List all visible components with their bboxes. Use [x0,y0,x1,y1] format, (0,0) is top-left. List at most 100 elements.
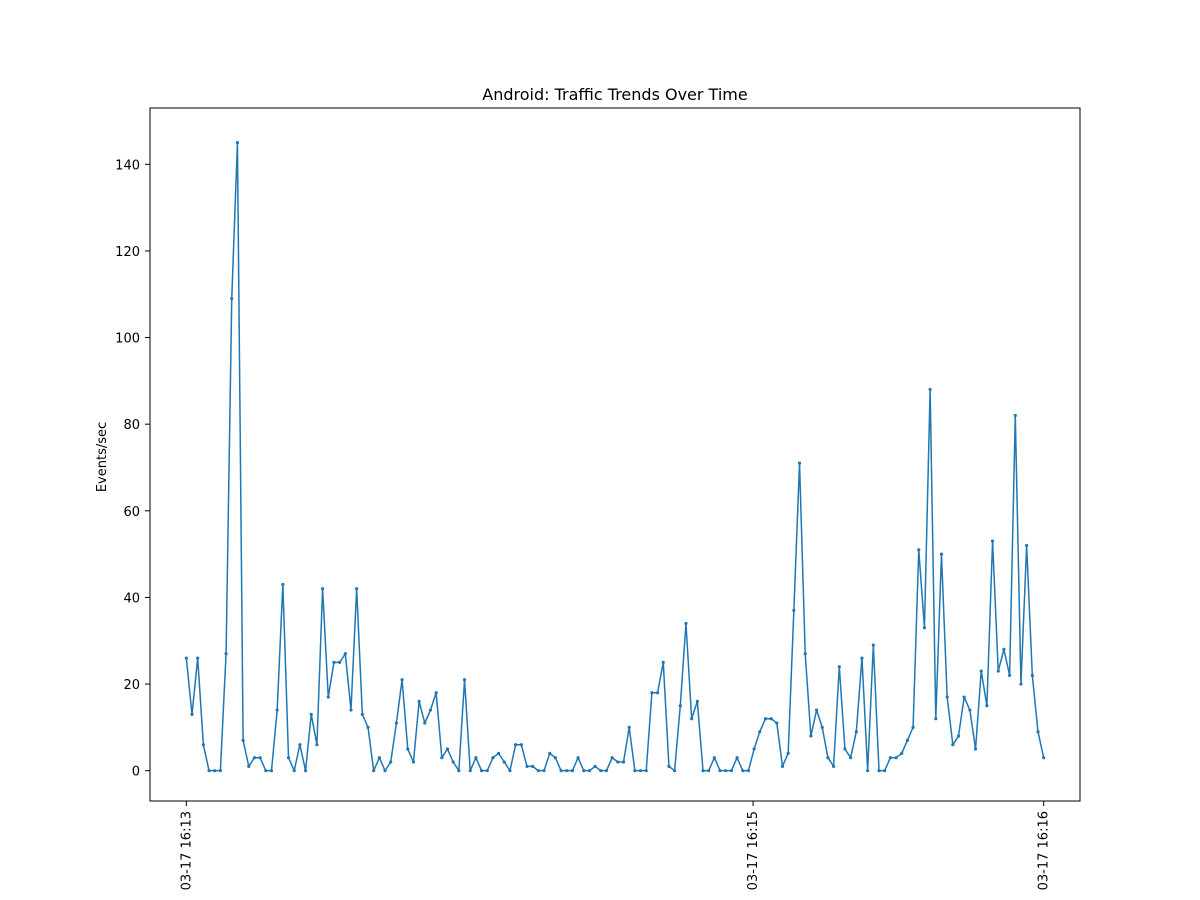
data-point [213,769,217,773]
data-point [1013,413,1017,418]
data-point [411,760,416,764]
data-point [184,656,188,660]
data-point [763,717,768,721]
data-point [849,756,853,760]
data-point [497,751,501,755]
data-point [866,769,870,773]
data-point [1042,756,1046,760]
data-point [491,756,495,760]
data-point [650,691,654,695]
data-point [775,721,779,725]
data-point [292,769,296,773]
data-point [695,699,699,703]
data-point [417,699,421,703]
data-point [440,756,444,760]
data-point [230,296,234,301]
data-point [281,582,285,587]
plot-area-frame [149,107,1081,802]
data-point [769,717,773,721]
data-point [565,769,569,773]
data-point [831,764,836,768]
data-point [837,665,841,669]
data-point [457,769,461,773]
data-point [690,717,694,721]
data-point [780,764,785,768]
data-point [871,643,875,647]
data-point [900,751,904,755]
data-point [883,769,887,773]
data-point [616,760,620,764]
data-point [258,756,262,760]
y-tick-label: 40 [123,591,140,606]
data-point [485,769,489,773]
data-point [718,769,722,773]
data-point [746,769,751,773]
data-point [275,708,279,712]
data-point [349,708,353,712]
chart-title: Android: Traffic Trends Over Time [482,85,747,104]
data-point [536,769,540,773]
data-point [309,712,313,716]
data-point [252,756,257,760]
y-tick-label: 140 [115,158,140,173]
data-point [320,587,325,591]
data-point [576,756,580,760]
data-point [269,769,274,773]
data-point [326,695,330,699]
data-point [445,747,450,751]
data-point [190,712,194,716]
data-point [247,764,251,768]
x-tick-label: 03-17 16:16 [1037,811,1052,890]
data-point [201,743,205,747]
data-point [707,769,711,773]
data-point [985,704,989,708]
data-point [241,738,245,742]
data-point [826,756,830,760]
data-point [479,769,484,773]
data-point [956,734,961,738]
data-point [303,769,308,773]
data-point [922,626,927,630]
data-point [752,747,756,751]
data-point [1025,543,1029,548]
data-point [502,760,506,764]
y-tick-label: 80 [123,418,140,433]
data-point [610,756,614,760]
data-point [820,725,824,729]
x-tick-label: 03-17 16:13 [179,811,194,890]
data-point [383,769,387,773]
data-point [264,769,268,773]
data-point [979,669,983,673]
data-point [468,769,472,773]
data-point [587,769,592,773]
data-point [638,769,643,773]
data-point [582,769,586,773]
data-point [1030,673,1034,677]
data-point [939,552,944,556]
data-point [854,730,858,734]
data-point [655,691,660,695]
data-point [888,756,892,760]
data-point [729,769,733,773]
data-point [389,760,393,764]
data-point [406,747,410,751]
data-point [355,587,359,591]
data-point [1019,682,1023,686]
data-point [633,769,637,773]
data-point [951,743,955,747]
data-point [235,141,240,145]
data-point [218,769,222,773]
data-point [514,743,518,747]
data-point [593,764,597,768]
data-point [1008,673,1012,677]
x-tick-label: 03-17 16:15 [746,811,761,890]
data-point [1036,730,1040,734]
data-point [542,769,546,773]
data-point [945,695,949,699]
data-point [332,660,336,665]
data-point [423,721,427,725]
data-point [860,656,864,660]
data-point [917,548,921,552]
data-point [224,652,228,656]
